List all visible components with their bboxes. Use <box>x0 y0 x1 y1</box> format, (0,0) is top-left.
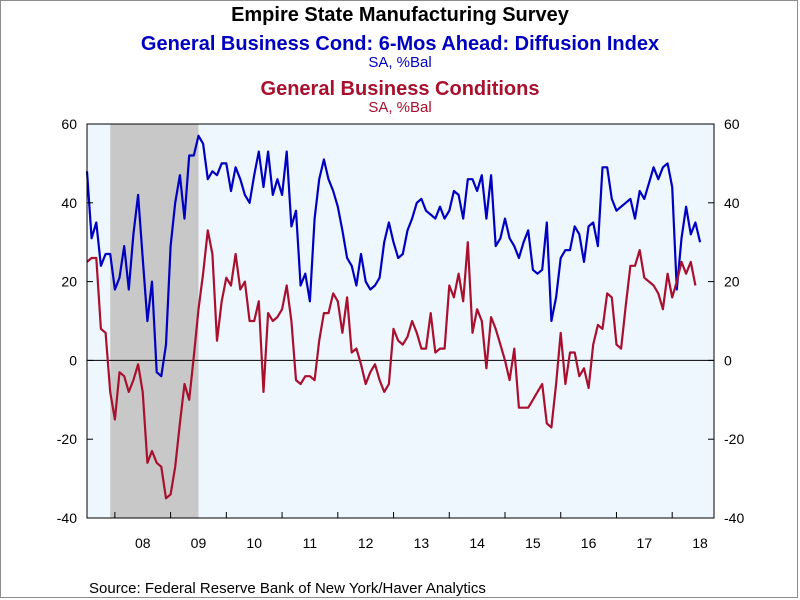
y-tick-label-left: -20 <box>57 431 77 447</box>
x-tick-label: 15 <box>525 535 541 551</box>
y-tick-label-left: 40 <box>61 195 77 211</box>
y-tick-label-right: 40 <box>724 195 740 211</box>
y-tick-label-right: -20 <box>724 431 744 447</box>
y-tick-label-left: 60 <box>61 116 77 132</box>
source-note: Source: Federal Reserve Bank of New York… <box>89 580 486 597</box>
series-line-2 <box>86 229 697 500</box>
x-tick-label: 18 <box>692 535 708 551</box>
series1-title: General Business Cond: 6-Mos Ahead: Diff… <box>141 33 659 55</box>
x-tick-label: 10 <box>246 535 262 551</box>
x-tick-label: 08 <box>135 535 151 551</box>
x-tick-label: 09 <box>191 535 207 551</box>
y-tick-label-left: 0 <box>69 352 77 368</box>
x-tick-label: 12 <box>358 535 374 551</box>
plot-border <box>86 123 715 519</box>
chart-title: Empire State Manufacturing Survey <box>231 4 570 26</box>
x-tick-label: 13 <box>414 535 430 551</box>
y-tick-label-right: 20 <box>724 274 740 290</box>
series1-unit: SA, %Bal <box>368 54 431 71</box>
y-tick-label-right: 0 <box>724 352 732 368</box>
x-tick-label: 16 <box>581 535 597 551</box>
series-line-1 <box>85 134 702 378</box>
series2-unit: SA, %Bal <box>368 99 431 116</box>
x-tick-label: 17 <box>637 535 653 551</box>
y-tick-label-left: -40 <box>57 510 77 526</box>
series2-title: General Business Conditions <box>261 78 540 100</box>
y-tick-label-left: 20 <box>61 274 77 290</box>
y-tick-label-right: -40 <box>724 510 744 526</box>
x-tick-label: 11 <box>303 535 318 551</box>
y-tick-label-right: 60 <box>724 116 740 132</box>
x-tick-label: 14 <box>469 535 485 551</box>
